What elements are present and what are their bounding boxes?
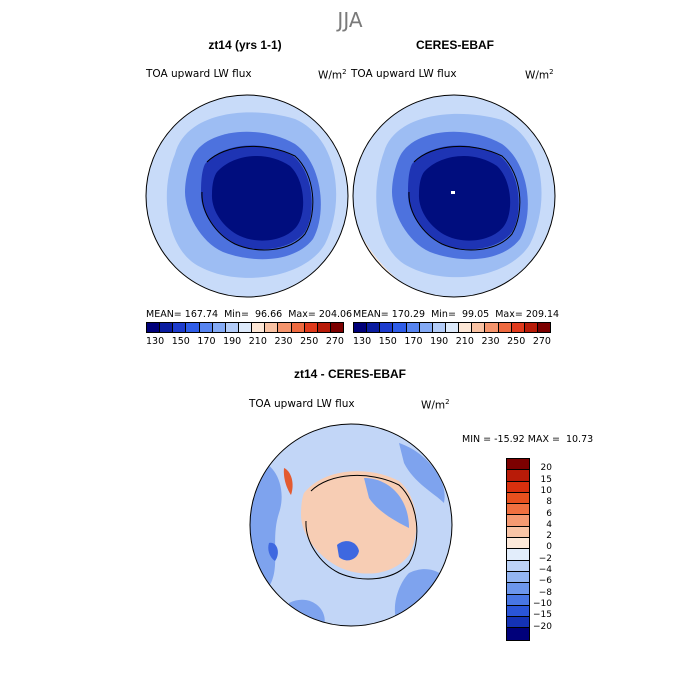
diff-panel-title: zt14 - CERES-EBAF (293, 367, 406, 381)
obs-polar-map (352, 94, 556, 298)
diff-colorbar-tick-label: 2 (546, 531, 552, 542)
diff-colorbar-ticks: 20 15 10 8 6 4 2 0 −2 −4 −6 −8 −10 −15 −20 (506, 458, 576, 631)
model-colorbar-swatch (147, 323, 161, 332)
obs-colorbar-swatch (419, 323, 433, 332)
model-colorbar-swatch (252, 323, 266, 332)
diff-colorbar (506, 458, 530, 641)
model-colorbar-tick-label: 230 (274, 336, 293, 347)
model-panel-title: zt14 (yrs 1-1) (208, 38, 282, 52)
model-colorbar-swatch (291, 323, 305, 332)
obs-colorbar-tick-label: 250 (507, 336, 526, 347)
diff-colorbar-swatch (507, 459, 529, 471)
obs-colorbar-swatch (380, 323, 394, 332)
model-colorbar-swatch (212, 323, 226, 332)
model-colorbar: 130 150 170 190 210 230 250 270 (146, 322, 344, 347)
model-colorbar-tick-label: 270 (325, 336, 344, 347)
obs-colorbar-swatch (472, 323, 486, 332)
model-colorbar-swatch (304, 323, 318, 332)
obs-colorbar-swatch (354, 323, 368, 332)
model-colorbar-tick-label: 150 (171, 336, 190, 347)
diff-colorbar-tick-label: 4 (546, 519, 552, 530)
obs-colorbar-swatch (498, 323, 512, 332)
model-colorbar-swatch (238, 323, 253, 332)
model-colorbar-tick-label: 250 (300, 336, 319, 347)
model-colorbar-swatch (278, 323, 292, 332)
obs-units-label: W/m2 (525, 68, 554, 82)
obs-stats: MEAN= 170.29 Min= 99.05 Max= 209.14 (353, 309, 560, 320)
diff-colorbar-swatch (507, 628, 529, 640)
diff-colorbar-swatch (507, 515, 529, 527)
diff-colorbar-swatch (507, 617, 529, 629)
diff-colorbar-swatch (507, 594, 529, 606)
obs-colorbar-swatch (367, 323, 381, 332)
obs-colorbar-tick-label: 230 (481, 336, 500, 347)
diff-colorbar-swatch (507, 549, 529, 561)
diff-polar-map (249, 423, 453, 627)
obs-colorbar-swatch (511, 323, 525, 332)
diff-colorbar-tick-label: 10 (540, 485, 552, 496)
obs-colorbar-swatch (445, 323, 460, 332)
obs-variable-label: TOA upward LW flux (351, 68, 457, 80)
obs-colorbar-swatch (537, 323, 551, 332)
diff-colorbar-tick-label: 20 (540, 463, 552, 474)
diff-minmax: MIN = -15.92 MAX = 10.73 (462, 434, 594, 445)
model-colorbar-swatch (265, 323, 279, 332)
diff-colorbar-swatch (507, 492, 529, 505)
diff-colorbar-tick-label: 15 (540, 474, 552, 485)
model-colorbar-tick-label: 190 (223, 336, 242, 347)
obs-colorbar-tick-label: 270 (532, 336, 551, 347)
obs-colorbar-swatch (432, 323, 446, 332)
obs-colorbar-swatch (406, 323, 420, 332)
diff-colorbar-tick-label: −6 (538, 576, 552, 587)
obs-colorbar-swatch (459, 323, 473, 332)
obs-colorbar-swatch (393, 323, 407, 332)
model-colorbar-swatch (330, 323, 344, 332)
diff-colorbar-swatch (507, 583, 529, 595)
diff-units-label: W/m2 (421, 398, 450, 412)
figure-title: JJA (337, 8, 363, 32)
obs-colorbar-swatch (524, 323, 538, 332)
diff-colorbar-tick-label: 6 (546, 508, 552, 519)
diff-colorbar-tick-label: −4 (538, 565, 552, 575)
diff-colorbar-swatch (507, 538, 529, 550)
diff-colorbar-swatch (507, 470, 529, 482)
obs-colorbar-tick-label: 190 (430, 336, 449, 347)
model-colorbar-tick-label: 170 (197, 336, 216, 347)
diff-colorbar-swatch (507, 504, 529, 516)
diff-colorbar-swatch (507, 560, 529, 572)
diff-colorbar-tick-label: 8 (546, 497, 552, 508)
model-polar-map (145, 94, 349, 298)
diff-colorbar-tick-label: −2 (538, 553, 552, 564)
diff-colorbar-swatch (507, 571, 529, 584)
model-units-label: W/m2 (318, 68, 347, 82)
model-colorbar-tick-label: 210 (248, 336, 267, 347)
diff-colorbar-swatch (507, 481, 529, 493)
diff-colorbar-tick-label: 0 (546, 542, 552, 553)
diff-colorbar-tick-label: −15 (533, 610, 552, 621)
obs-colorbar-swatch (485, 323, 499, 332)
model-colorbar-swatch (186, 323, 200, 332)
diff-colorbar-tick-label: −20 (533, 621, 552, 632)
model-variable-label: TOA upward LW flux (146, 68, 252, 80)
diff-colorbar-swatch (507, 605, 529, 618)
diff-colorbar-tick-label: −10 (533, 598, 552, 609)
diff-variable-label: TOA upward LW flux (249, 398, 355, 410)
diff-colorbar-tick-label: −8 (538, 587, 552, 598)
obs-colorbar-tick-label: 150 (378, 336, 397, 347)
model-colorbar-swatch (160, 323, 174, 332)
obs-panel-title: CERES-EBAF (415, 38, 494, 52)
model-colorbar-swatch (317, 323, 331, 332)
obs-colorbar-tick-label: 170 (404, 336, 423, 347)
model-colorbar-tick-label: 130 (146, 336, 165, 347)
model-stats: MEAN= 167.74 Min= 96.66 Max= 204.06 (146, 309, 353, 320)
model-colorbar-swatch (173, 323, 187, 332)
obs-colorbar: 130 150 170 190 210 230 250 270 (353, 322, 551, 347)
model-colorbar-swatch (225, 323, 239, 332)
obs-colorbar-tick-label: 210 (455, 336, 474, 347)
model-colorbar-swatch (199, 323, 213, 332)
obs-colorbar-tick-label: 130 (353, 336, 372, 347)
diff-colorbar-swatch (507, 526, 529, 539)
